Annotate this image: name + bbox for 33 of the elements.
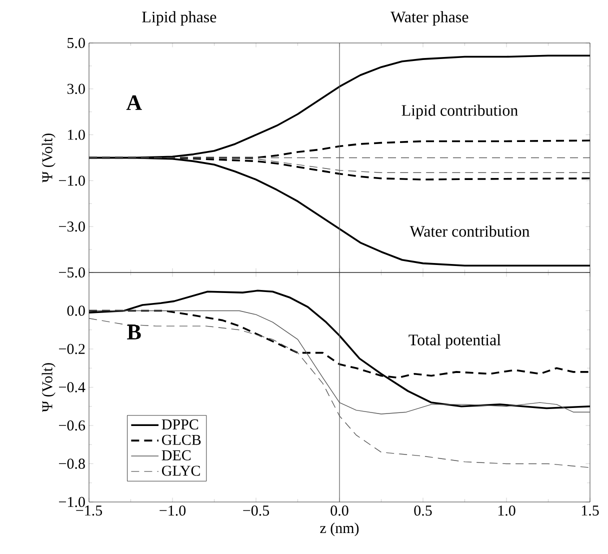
legend-label: GLCB bbox=[162, 434, 201, 445]
y-axis-title: Ψ (Volt) bbox=[42, 134, 56, 182]
x-tick-label: −0.5 bbox=[243, 506, 270, 516]
legend-label: GLYC bbox=[162, 466, 200, 476]
y-tick-label: −3.0 bbox=[59, 221, 85, 232]
x-tick-label: 1.5 bbox=[582, 506, 599, 516]
x-axis-title: z (nm) bbox=[320, 522, 359, 536]
y-tick-label: 3.0 bbox=[67, 84, 85, 94]
annotation: Lipid contribution bbox=[402, 104, 518, 120]
legend-label: DPPC bbox=[162, 419, 198, 430]
text: Water phase bbox=[390, 11, 468, 26]
x-tick-label: 1.0 bbox=[498, 506, 516, 516]
x-tick-label: 0.5 bbox=[414, 506, 432, 516]
text: Lipid phase bbox=[142, 11, 216, 26]
text: A bbox=[126, 95, 142, 110]
annotation: Water contribution bbox=[410, 226, 530, 237]
y-tick-label: −1.0 bbox=[59, 496, 85, 508]
x-tick-label: −1.5 bbox=[76, 506, 102, 516]
y-tick-label: −0.6 bbox=[59, 420, 86, 431]
text: B bbox=[127, 324, 141, 340]
x-tick-label: 0.0 bbox=[330, 506, 348, 516]
annotation: Total potential bbox=[408, 334, 501, 349]
x-tick-label: −1.0 bbox=[160, 506, 186, 516]
y-tick-label: −1.0 bbox=[59, 176, 85, 186]
legend-label: DEC bbox=[162, 450, 191, 460]
y-tick-label: −0.2 bbox=[59, 344, 85, 354]
y-tick-label: −0.8 bbox=[59, 458, 85, 469]
y-tick-label: 1.0 bbox=[68, 130, 85, 140]
y-tick-label: 5.0 bbox=[68, 38, 85, 48]
y-axis-title: Ψ (Volt) bbox=[42, 363, 56, 412]
y-tick-label: −5.0 bbox=[59, 267, 85, 278]
y-tick-label: 0.0 bbox=[67, 306, 85, 316]
y-tick-label: −0.4 bbox=[59, 382, 86, 392]
